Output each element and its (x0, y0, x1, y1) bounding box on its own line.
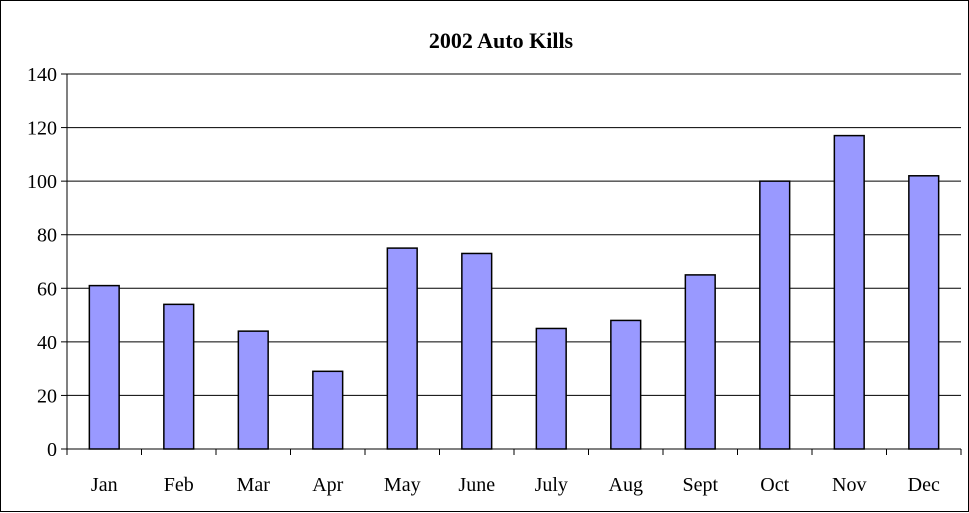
bar-aug (610, 319, 642, 450)
x-tick-label: July (535, 474, 568, 496)
x-tick-label: Oct (760, 474, 789, 496)
x-tick-label: Apr (312, 474, 343, 496)
y-tick-label: 100 (27, 171, 57, 193)
bar-may (386, 247, 418, 450)
bar-oct (759, 180, 791, 450)
y-tick-label: 140 (27, 64, 57, 86)
x-tick-label: Aug (609, 474, 643, 496)
x-tick-label: Jan (91, 474, 118, 496)
y-tick-labels: 0 20 40 60 80 100 120 140 (27, 64, 57, 461)
bar-june (461, 252, 493, 450)
bar-nov (833, 134, 865, 450)
x-tick-label: May (384, 474, 421, 496)
x-tick-labels: Jan Feb Mar Apr May June July Aug Sept Oct Nov Dec (91, 474, 940, 496)
y-tick-label: 120 (27, 118, 57, 140)
bar-july (535, 327, 567, 450)
bar-feb (163, 303, 195, 450)
y-tick-label: 60 (37, 278, 57, 300)
y-tick-label: 80 (37, 225, 57, 247)
y-tick-label: 40 (37, 332, 57, 354)
x-tick-label: Mar (237, 474, 271, 496)
x-tick-label: Feb (164, 474, 194, 496)
y-tick-label: 20 (37, 385, 57, 407)
bar-dec (908, 175, 940, 450)
bar-jan (88, 284, 120, 450)
bars (88, 134, 940, 450)
x-tick-label: Dec (908, 474, 940, 496)
y-tick-label: 0 (47, 439, 57, 461)
x-tick-label: June (458, 474, 495, 496)
bar-mar (237, 330, 269, 450)
x-tick-label: Nov (832, 474, 866, 496)
chart-title: 2002 Auto Kills (429, 28, 574, 53)
axes (61, 73, 962, 455)
bar-apr (312, 370, 344, 450)
bar-sept (684, 274, 716, 450)
x-tick-label: Sept (682, 474, 718, 496)
gridlines (67, 73, 961, 396)
